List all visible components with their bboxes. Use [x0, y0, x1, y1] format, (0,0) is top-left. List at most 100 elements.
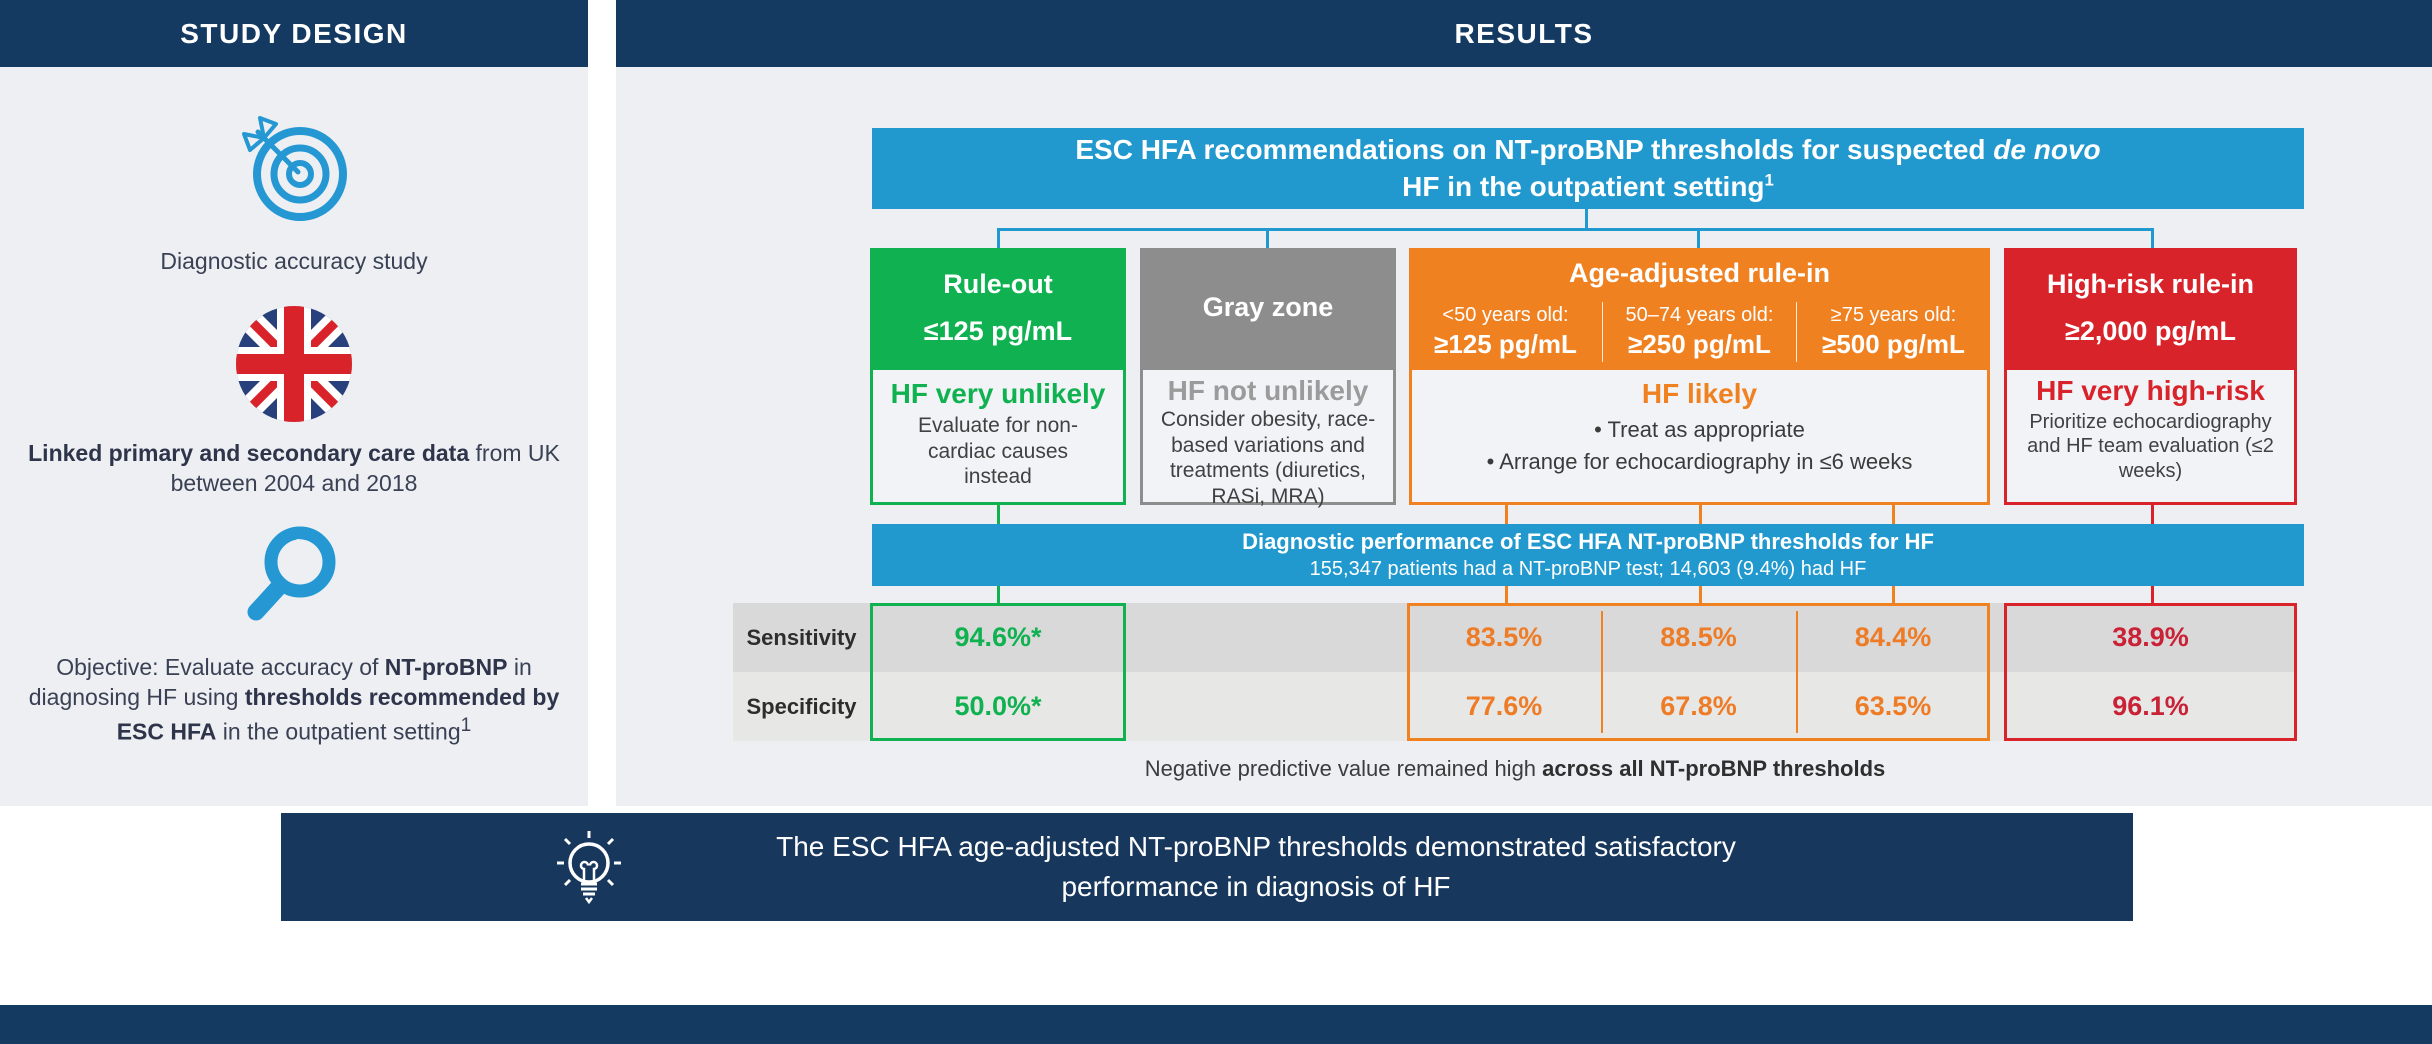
objective-seg2: in diagnosing HF using	[28, 654, 532, 711]
age-under50-specificity-value: 77.6%	[1465, 691, 1543, 721]
uk-flag-icon	[0, 303, 588, 425]
objective-footnote-ref: 1	[460, 714, 472, 736]
age-under50-sensitivity-value: 83.5%	[1465, 622, 1543, 652]
study-design-title: STUDY DESIGN	[180, 17, 408, 49]
connector-blue-stem	[1585, 209, 1588, 229]
specificity-row-label: Specificity	[746, 693, 857, 719]
gray-zone-verdict: HF not unlikely	[1167, 375, 1369, 406]
target-icon	[0, 112, 588, 224]
age-adjusted-bullet-2: • Arrange for echocardiography in ≤6 wee…	[1486, 448, 1913, 474]
specificity-row-bg	[733, 672, 2297, 741]
rule-out-detail: Evaluate for non-cardiac causes instead	[918, 414, 1078, 489]
age-group-75plus-label: ≥75 years old:	[1830, 304, 1957, 326]
objective-bold2: thresholds recommended by ESC HFA	[116, 684, 560, 745]
gray-zone-detail: Consider obesity, race-based variations …	[1160, 408, 1376, 508]
age-50-74-specificity-value: 67.8%	[1660, 691, 1737, 721]
age-table-separator-2	[1796, 611, 1798, 733]
rule-out-box-header: Rule-out ≤125 pg/mL	[870, 248, 1126, 367]
connector-orange-3a	[1892, 505, 1895, 524]
connector-blue-drop-2	[1266, 230, 1269, 248]
conclusion-line2: performance in diagnosis of HF	[1061, 871, 1451, 902]
connector-orange-1b	[1505, 586, 1508, 603]
objective-bold1: NT-proBNP	[384, 654, 508, 680]
data-source-bold: Linked primary and secondary care data	[28, 440, 470, 466]
results-title: RESULTS	[1454, 17, 1594, 49]
age-adjusted-bullets: • Treat as appropriate • Arrange for ech…	[1412, 414, 1987, 478]
rule-out-title: Rule-out	[943, 268, 1053, 299]
age-group-under50: <50 years old: ≥125 pg/mL	[1409, 302, 1602, 362]
connector-blue-drop-3	[1697, 230, 1700, 248]
gray-zone-box-header: Gray zone	[1140, 248, 1396, 367]
study-type-label: Diagnostic accuracy study	[160, 248, 428, 274]
age-table-separator-1	[1601, 611, 1603, 733]
connector-green-1	[997, 505, 1000, 524]
age-group-75plus-value: ≥500 pg/mL	[1822, 329, 1965, 359]
age-group-under50-label: <50 years old:	[1442, 304, 1569, 326]
title-line1-italic: de novo	[1993, 133, 2101, 165]
rule-out-sensitivity-value: 94.6%*	[954, 622, 1042, 652]
title-line1-text: ESC HFA recommendations on NT-proBNP thr…	[1075, 133, 1994, 165]
connector-blue-drop-1	[997, 230, 1000, 248]
lightbulb-icon	[543, 821, 635, 918]
rule-out-table-outline	[870, 603, 1126, 741]
age-group-under50-value: ≥125 pg/mL	[1434, 329, 1577, 359]
sensitivity-row-label: Sensitivity	[746, 624, 857, 650]
conclusion-banner: The ESC HFA age-adjusted NT-proBNP thres…	[281, 813, 2133, 921]
objective-label: Objective: Evaluate accuracy of NT-proBN…	[24, 652, 564, 747]
high-risk-verdict: HF very high-risk	[2036, 375, 2265, 406]
age-adjusted-title: Age-adjusted rule-in	[1568, 258, 1831, 288]
rule-out-threshold: ≤125 pg/mL	[923, 315, 1073, 346]
rule-out-box-body: HF very unlikely Evaluate for non-cardia…	[870, 367, 1126, 505]
conclusion-text: The ESC HFA age-adjusted NT-proBNP thres…	[581, 813, 1931, 921]
age-50-74-sensitivity-value: 88.5%	[1660, 622, 1737, 652]
title-line2-text: HF in the outpatient setting	[1402, 170, 1765, 202]
connector-orange-2a	[1699, 505, 1702, 524]
esc-hfa-title-banner: ESC HFA recommendations on NT-proBNP thr…	[872, 128, 2304, 209]
high-risk-table-outline	[2004, 603, 2297, 741]
rule-out-verdict: HF very unlikely	[890, 378, 1106, 409]
connector-red-2	[2151, 586, 2154, 603]
npv-footnote-normal: Negative predictive value remained high	[1144, 756, 1543, 781]
age-75plus-sensitivity-value: 84.4%	[1854, 622, 1932, 652]
conclusion-line1: The ESC HFA age-adjusted NT-proBNP thres…	[776, 831, 1736, 863]
results-header: RESULTS	[616, 0, 2432, 67]
age-adjusted-table-outline	[1407, 603, 1990, 741]
gray-zone-box-body: HF not unlikely Consider obesity, race-b…	[1140, 367, 1396, 508]
performance-subtitle: 155,347 patients had a NT-proBNP test; 1…	[1309, 558, 1867, 581]
bottom-bar	[0, 1005, 2432, 1044]
study-design-header: STUDY DESIGN	[0, 0, 588, 67]
age-75plus-specificity-value: 63.5%	[1854, 691, 1932, 721]
age-adjusted-box-body: HF likely • Treat as appropriate • Arran…	[1409, 367, 1990, 505]
sensitivity-row-bg	[733, 603, 2297, 672]
npv-footnote: Negative predictive value remained high …	[733, 756, 2297, 782]
age-group-75plus: ≥75 years old: ≥500 pg/mL	[1796, 302, 1990, 362]
high-risk-sensitivity-value: 38.9%	[2112, 622, 2189, 652]
high-risk-specificity-value: 96.1%	[2112, 691, 2189, 721]
objective-seg3: in the outpatient setting	[216, 718, 461, 745]
data-source-label: Linked primary and secondary care data f…	[24, 438, 564, 499]
age-groups: <50 years old: ≥125 pg/mL 50–74 years ol…	[1409, 297, 1990, 367]
age-group-50-74: 50–74 years old: ≥250 pg/mL	[1602, 302, 1796, 362]
gray-zone-title: Gray zone	[1202, 292, 1334, 322]
magnifier-icon	[0, 520, 588, 640]
performance-banner: Diagnostic performance of ESC HFA NT-pro…	[872, 524, 2304, 586]
age-adjusted-bullet-1: • Treat as appropriate	[1594, 417, 1805, 442]
study-design-panel: STUDY DESIGN Diagnostic accuracy study	[0, 0, 588, 806]
title-banner-line1: ESC HFA recommendations on NT-proBNP thr…	[1075, 132, 2100, 169]
age-group-50-74-value: ≥250 pg/mL	[1628, 329, 1771, 359]
performance-title: Diagnostic performance of ESC HFA NT-pro…	[1242, 528, 1934, 554]
age-adjusted-box-header: Age-adjusted rule-in <50 years old: ≥125…	[1409, 248, 1990, 367]
connector-orange-1a	[1505, 505, 1508, 524]
connector-red-1	[2151, 505, 2154, 524]
title-banner-line2: HF in the outpatient setting1	[1402, 169, 1774, 206]
age-group-50-74-label: 50–74 years old:	[1625, 304, 1774, 326]
data-source-rest: from UK between 2004 and 2018	[170, 440, 560, 497]
high-risk-box-header: High-risk rule-in ≥2,000 pg/mL	[2004, 248, 2297, 367]
high-risk-threshold: ≥2,000 pg/mL	[2065, 315, 2236, 346]
high-risk-title: High-risk rule-in	[2046, 268, 2255, 299]
connector-green-2	[997, 586, 1000, 603]
connector-orange-3b	[1892, 586, 1895, 603]
performance-table: Sensitivity Specificity 94.6%* 50.0%* 83…	[733, 603, 2297, 741]
npv-footnote-bold: across all NT-proBNP thresholds	[1542, 756, 1886, 781]
objective-seg1: Objective: Evaluate accuracy of	[56, 654, 385, 680]
